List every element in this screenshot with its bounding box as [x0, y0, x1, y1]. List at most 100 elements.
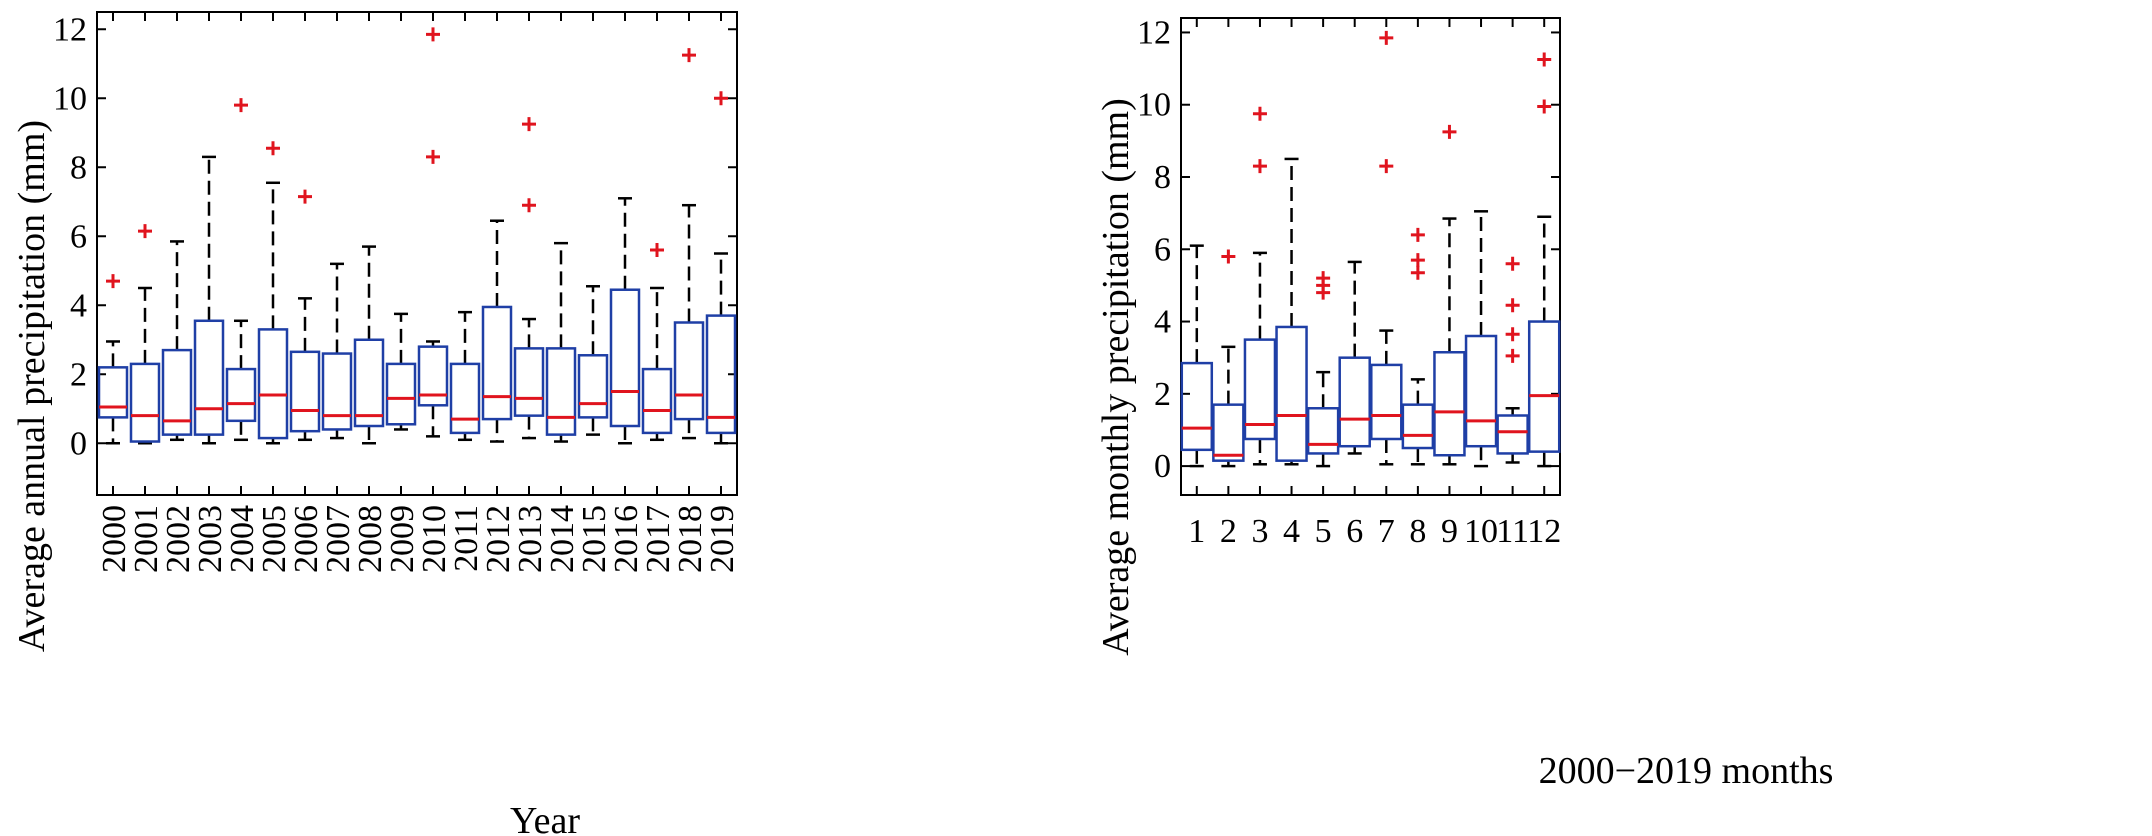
monthly-box [1464, 334, 1498, 448]
annual-x-tick-label: 2004 [224, 505, 261, 573]
annual-x-tick-label: 2018 [672, 505, 709, 573]
annual-y-tick-label: 0 [70, 425, 87, 462]
annual-outlier-marker [682, 48, 696, 63]
monthly-outlier-marker [1505, 327, 1520, 342]
monthly-outlier-marker [1505, 298, 1520, 313]
annual-x-tick-label: 2002 [160, 505, 197, 573]
annual-x-tick-label: 2010 [416, 505, 453, 573]
monthly-box [1338, 356, 1371, 448]
monthly-box [1212, 403, 1245, 462]
monthly-outlier-marker [1505, 348, 1520, 363]
monthly-x-tick-label: 7 [1378, 513, 1395, 550]
annual-axes-frame [96, 11, 738, 496]
annual-outlier-marker [522, 117, 536, 132]
annual-y-tick-label: 12 [53, 11, 87, 48]
monthly-outlier-marker [1379, 159, 1394, 174]
annual-x-axis-label: Year [510, 800, 580, 836]
monthly-box [1180, 361, 1214, 452]
monthly-x-tick-label: 11 [1496, 513, 1529, 550]
monthly-outlier-marker [1505, 256, 1520, 271]
annual-box [97, 366, 129, 419]
monthly-x-axis-label: 2000−2019 months [1539, 750, 1834, 792]
monthly-y-axis-label: Average monthly precipitation (mm) [1095, 98, 1137, 656]
monthly-x-tick-label: 12 [1527, 513, 1561, 550]
annual-x-tick-label: 2016 [608, 505, 645, 573]
annual-y-tick-label: 6 [70, 218, 87, 255]
annual-outlier-marker [234, 98, 248, 113]
annual-outlier-marker [714, 91, 728, 106]
monthly-y-tick-label: 2 [1154, 376, 1171, 413]
monthly-x-tick-label: 2 [1220, 513, 1237, 550]
annual-x-tick-label: 2008 [352, 505, 389, 573]
annual-box [449, 362, 481, 435]
annual-outlier-marker [426, 27, 440, 42]
annual-y-tick-label: 2 [70, 356, 87, 393]
annual-box [353, 338, 385, 428]
annual-box [289, 350, 321, 433]
annual-box [193, 319, 225, 436]
annual-box [609, 288, 641, 428]
annual-box [225, 367, 257, 423]
annual-box [545, 347, 577, 436]
annual-outlier-marker [266, 141, 280, 156]
monthly-outlier-marker [1410, 265, 1425, 280]
annual-y-axis-label: Average annual precipitation (mm) [11, 120, 53, 652]
annual-box [513, 347, 545, 417]
annual-box [641, 367, 673, 435]
monthly-box [1243, 338, 1277, 441]
annual-boxplot-panel: Average annual precipitation (mm) Year 0… [11, 11, 741, 836]
monthly-x-tick-label: 3 [1251, 513, 1268, 550]
annual-box [385, 362, 417, 426]
monthly-box [1306, 407, 1340, 455]
annual-box [161, 348, 193, 436]
annual-box [577, 354, 609, 419]
monthly-y-tick-label: 0 [1154, 448, 1171, 485]
monthly-box [1401, 403, 1435, 450]
annual-x-tick-label: 2003 [192, 505, 229, 573]
monthly-outlier-marker [1221, 249, 1236, 264]
monthly-outlier-marker [1410, 253, 1425, 268]
annual-x-tick-label: 2001 [128, 505, 165, 573]
monthly-box [1275, 325, 1308, 462]
monthly-x-tick-label: 9 [1441, 513, 1458, 550]
monthly-box [1527, 320, 1561, 453]
monthly-box [1496, 414, 1529, 455]
monthly-outlier-marker [1537, 99, 1552, 114]
annual-x-tick-label: 2005 [256, 505, 293, 573]
annual-x-tick-label: 2013 [512, 505, 549, 573]
monthly-x-tick-label: 1 [1188, 513, 1205, 550]
annual-x-tick-label: 2006 [288, 505, 325, 573]
annual-box [257, 328, 289, 440]
annual-x-tick-label: 2019 [704, 505, 741, 573]
annual-box [417, 345, 449, 407]
monthly-outlier-marker [1442, 124, 1457, 139]
annual-outlier-marker [426, 149, 440, 164]
monthly-y-tick-label: 8 [1154, 159, 1171, 196]
monthly-outlier-marker [1379, 30, 1394, 45]
annual-x-tick-label: 2009 [384, 505, 421, 573]
monthly-box [1370, 363, 1403, 441]
annual-y-tick-label: 10 [53, 80, 87, 117]
monthly-x-tick-label: 4 [1283, 513, 1300, 550]
annual-outlier-marker [522, 198, 536, 213]
annual-outlier-marker [298, 189, 312, 204]
annual-outlier-marker [138, 224, 152, 239]
annual-x-tick-label: 2012 [480, 505, 517, 573]
annual-box [705, 314, 737, 435]
monthly-outlier-marker [1410, 227, 1425, 242]
monthly-boxplot-panel: Average monthly precipitation (mm) 2000−… [1095, 14, 1833, 792]
annual-box [321, 352, 353, 431]
annual-y-tick-label: 8 [70, 149, 87, 186]
annual-x-tick-label: 2000 [96, 505, 133, 573]
monthly-outlier-marker [1252, 106, 1267, 121]
annual-outlier-marker [106, 274, 120, 289]
monthly-outlier-marker [1316, 271, 1331, 286]
monthly-outlier-marker [1252, 159, 1267, 174]
annual-box [481, 305, 513, 421]
annual-outlier-marker [650, 243, 664, 258]
monthly-y-tick-label: 6 [1154, 231, 1171, 268]
monthly-box [1433, 351, 1466, 457]
monthly-y-tick-label: 10 [1137, 87, 1171, 124]
annual-box [673, 321, 705, 421]
